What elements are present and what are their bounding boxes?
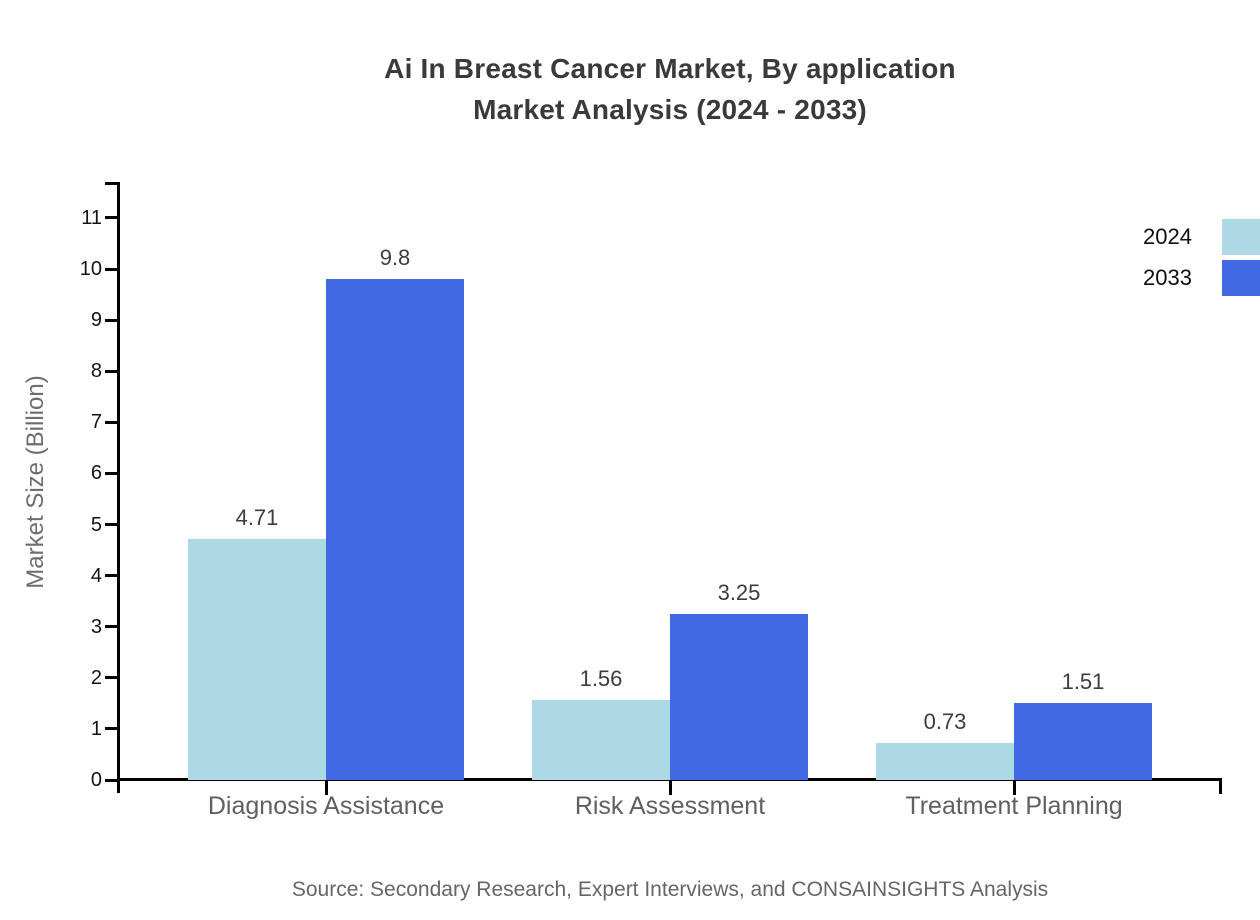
y-tick-mark-2	[105, 676, 118, 680]
y-axis-top-cap	[105, 182, 120, 185]
legend-label-2033: 2033	[1143, 265, 1192, 290]
bar-value-label-2024-risk-assessment: 1.56	[579, 666, 623, 691]
bar-2033-diagnosis-assistance	[326, 279, 464, 780]
y-tick-mark-8	[105, 369, 118, 373]
y-tick-label-9: 9	[90, 309, 102, 332]
bar-2033-treatment-planning	[1014, 703, 1152, 780]
y-tick-label-6: 6	[90, 462, 102, 485]
y-tick-mark-11	[105, 216, 118, 220]
y-tick-label-11: 11	[81, 206, 102, 229]
chart-title-line-1: Ai In Breast Cancer Market, By applicati…	[384, 53, 956, 84]
bar-value-label-2024-diagnosis-assistance: 4.71	[235, 505, 279, 530]
category-label-treatment-planning: Treatment Planning	[905, 792, 1123, 820]
bar-2024-diagnosis-assistance	[188, 539, 326, 780]
x-tick-mark-treatment-planning	[1012, 781, 1016, 795]
bar-2024-treatment-planning	[876, 743, 1014, 780]
y-tick-label-10: 10	[79, 258, 102, 280]
y-tick-label-4: 4	[90, 564, 102, 587]
y-tick-mark-6	[105, 471, 118, 475]
y-tick-label-5: 5	[90, 513, 102, 536]
y-tick-label-2: 2	[90, 666, 102, 689]
x-tick-mark-diagnosis-assistance	[324, 781, 328, 795]
chart-title-line-2: Market Analysis (2024 - 2033)	[473, 94, 867, 125]
bar-value-label-2024-treatment-planning: 0.73	[923, 709, 967, 734]
bar-value-label-2033-diagnosis-assistance: 9.8	[379, 245, 411, 270]
legend-item-2024: 2024	[1143, 219, 1260, 255]
category-label-diagnosis-assistance: Diagnosis Assistance	[207, 792, 445, 820]
legend-label-2024: 2024	[1143, 224, 1192, 249]
y-tick-mark-1	[105, 727, 118, 731]
y-tick-label-0: 0	[90, 769, 102, 791]
y-tick-label-7: 7	[90, 411, 102, 434]
bar-2024-risk-assessment	[532, 700, 670, 780]
legend-item-2033: 2033	[1143, 260, 1260, 296]
bar-2033-risk-assessment	[670, 614, 808, 780]
y-axis-line	[117, 182, 120, 793]
y-tick-mark-4	[105, 574, 118, 578]
bar-value-label-2033-treatment-planning: 1.51	[1061, 669, 1105, 694]
y-tick-mark-9	[105, 318, 118, 322]
y-tick-label-3: 3	[90, 615, 102, 638]
y-tick-label-8: 8	[90, 360, 102, 383]
y-tick-mark-5	[105, 523, 118, 526]
bar-value-label-2033-risk-assessment: 3.25	[717, 580, 761, 605]
legend-swatch-2024	[1222, 219, 1260, 255]
y-tick-mark-7	[105, 420, 118, 424]
legend-swatch-2033	[1222, 260, 1260, 296]
x-axis-end-cap	[1219, 778, 1222, 794]
legend: 2024 2033	[1143, 219, 1260, 301]
source-note: Source: Secondary Research, Expert Inter…	[291, 878, 1049, 901]
y-tick-label-1: 1	[90, 717, 102, 740]
chart-title: Ai In Breast Cancer Market, By applicati…	[118, 48, 1222, 130]
category-label-risk-assessment: Risk Assessment	[574, 792, 766, 820]
y-tick-mark-3	[105, 625, 118, 629]
y-tick-mark-10	[105, 267, 118, 271]
x-tick-mark-risk-assessment	[668, 781, 672, 795]
y-tick-mark-0	[105, 778, 118, 782]
